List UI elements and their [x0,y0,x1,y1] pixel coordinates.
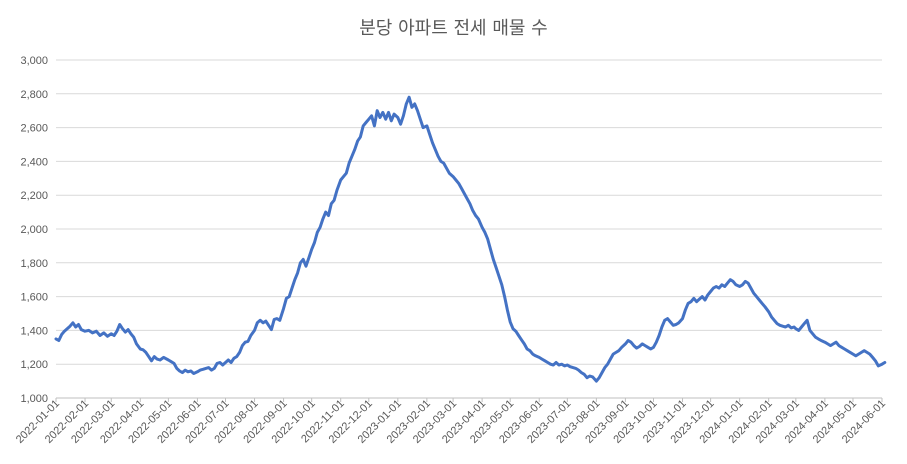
gridlines [56,59,882,365]
y-tick-label: 2,200 [20,190,48,202]
y-tick-label: 1,800 [20,258,48,270]
series-layer [54,95,887,383]
series-line [54,95,887,383]
y-tick-label: 2,400 [20,156,48,168]
y-axis-tick-labels: 1,000 1,200 1,400 1,600 1,800 2,000 2,200 2,400… [20,55,48,405]
y-tick-label: 1,000 [20,393,48,405]
x-axis-tick-labels: 2022-01-012022-02-012022-03-012022-04-01… [14,398,888,446]
y-tick-label: 1,400 [20,325,48,337]
chart-title: 분당 아파트 전세 매물 수 [359,18,548,39]
y-tick-label: 2,600 [20,123,48,135]
y-tick-label: 1,200 [20,359,48,371]
y-tick-label: 2,800 [20,89,48,101]
y-tick-label: 3,000 [20,55,48,67]
y-tick-label: 1,600 [20,292,48,304]
y-tick-label: 2,000 [20,224,48,236]
